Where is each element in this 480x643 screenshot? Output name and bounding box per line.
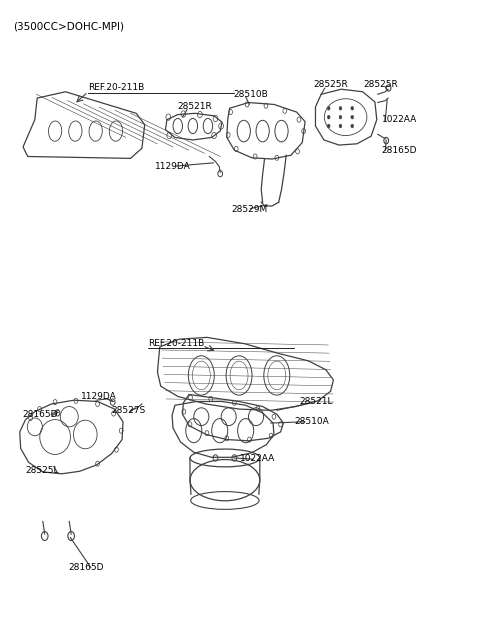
Text: 28525R: 28525R bbox=[363, 80, 398, 89]
Text: 28510A: 28510A bbox=[295, 417, 329, 426]
Circle shape bbox=[339, 106, 342, 110]
Text: 28165D: 28165D bbox=[22, 410, 58, 419]
Text: REF.20-211B: REF.20-211B bbox=[148, 339, 204, 348]
Text: 28521L: 28521L bbox=[300, 397, 333, 406]
Circle shape bbox=[327, 124, 330, 128]
Circle shape bbox=[339, 124, 342, 128]
Text: REF.20-211B: REF.20-211B bbox=[88, 84, 144, 93]
Text: 1129DA: 1129DA bbox=[155, 161, 191, 170]
Circle shape bbox=[327, 106, 330, 110]
Text: 1022AA: 1022AA bbox=[382, 115, 417, 124]
Text: (3500CC>DOHC-MPI): (3500CC>DOHC-MPI) bbox=[13, 21, 125, 32]
Text: 28521R: 28521R bbox=[178, 102, 213, 111]
Text: 28510B: 28510B bbox=[233, 90, 268, 99]
Circle shape bbox=[327, 115, 330, 119]
Text: 28525R: 28525R bbox=[313, 80, 348, 89]
Text: 28165D: 28165D bbox=[68, 563, 104, 572]
Text: 28525L: 28525L bbox=[25, 466, 59, 475]
Circle shape bbox=[339, 115, 342, 119]
Text: 1129DA: 1129DA bbox=[81, 392, 116, 401]
Text: 28529M: 28529M bbox=[231, 204, 268, 213]
Circle shape bbox=[351, 124, 354, 128]
Circle shape bbox=[351, 106, 354, 110]
Text: 28165D: 28165D bbox=[382, 146, 417, 154]
Text: 1022AA: 1022AA bbox=[240, 454, 275, 463]
Text: 28527S: 28527S bbox=[112, 406, 146, 415]
Circle shape bbox=[351, 115, 354, 119]
